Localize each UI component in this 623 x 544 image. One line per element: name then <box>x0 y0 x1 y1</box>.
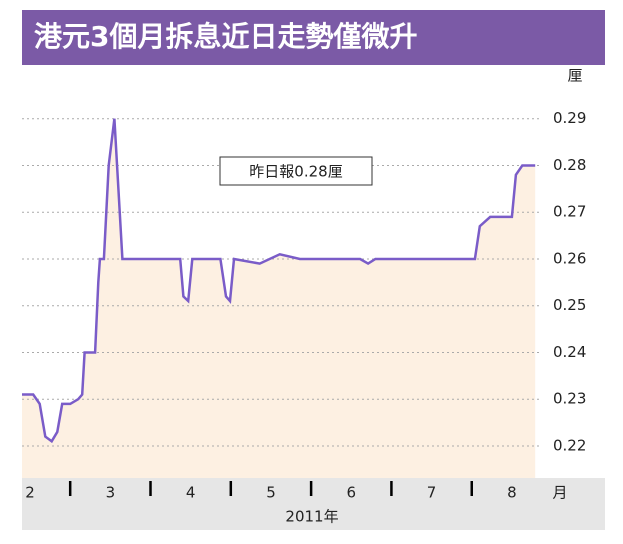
x-tick-label: 2 <box>25 484 35 502</box>
x-tick-label: 8 <box>507 484 517 502</box>
y-tick-label: 0.25 <box>553 296 586 314</box>
x-tick-label: 4 <box>186 484 196 502</box>
y-tick-label: 0.26 <box>553 249 586 267</box>
y-tick-label: 0.28 <box>553 156 586 174</box>
y-unit: 厘 <box>567 67 582 85</box>
title-bar <box>22 10 605 65</box>
y-tick-label: 0.23 <box>553 390 586 408</box>
annotation: 昨日報0.28厘 <box>249 163 342 181</box>
x-tick-label: 5 <box>266 484 276 502</box>
line <box>22 118 536 444</box>
x-unit: 月 <box>552 484 567 502</box>
y-tick-label: 0.29 <box>553 109 586 127</box>
x-tick-label: 3 <box>106 484 116 502</box>
x-caption: 2011年 <box>285 508 338 526</box>
x-tick-label: 7 <box>427 484 437 502</box>
y-tick-label: 0.22 <box>553 436 586 454</box>
annotation-box <box>219 156 373 186</box>
y-tick-label: 0.27 <box>553 203 586 221</box>
chart-title: 港元3個月拆息近日走勢僅微升 <box>34 20 417 53</box>
area <box>22 118 536 478</box>
x-tick-label: 6 <box>346 484 356 502</box>
y-tick-label: 0.24 <box>553 343 586 361</box>
x-axis-strip <box>22 478 605 530</box>
